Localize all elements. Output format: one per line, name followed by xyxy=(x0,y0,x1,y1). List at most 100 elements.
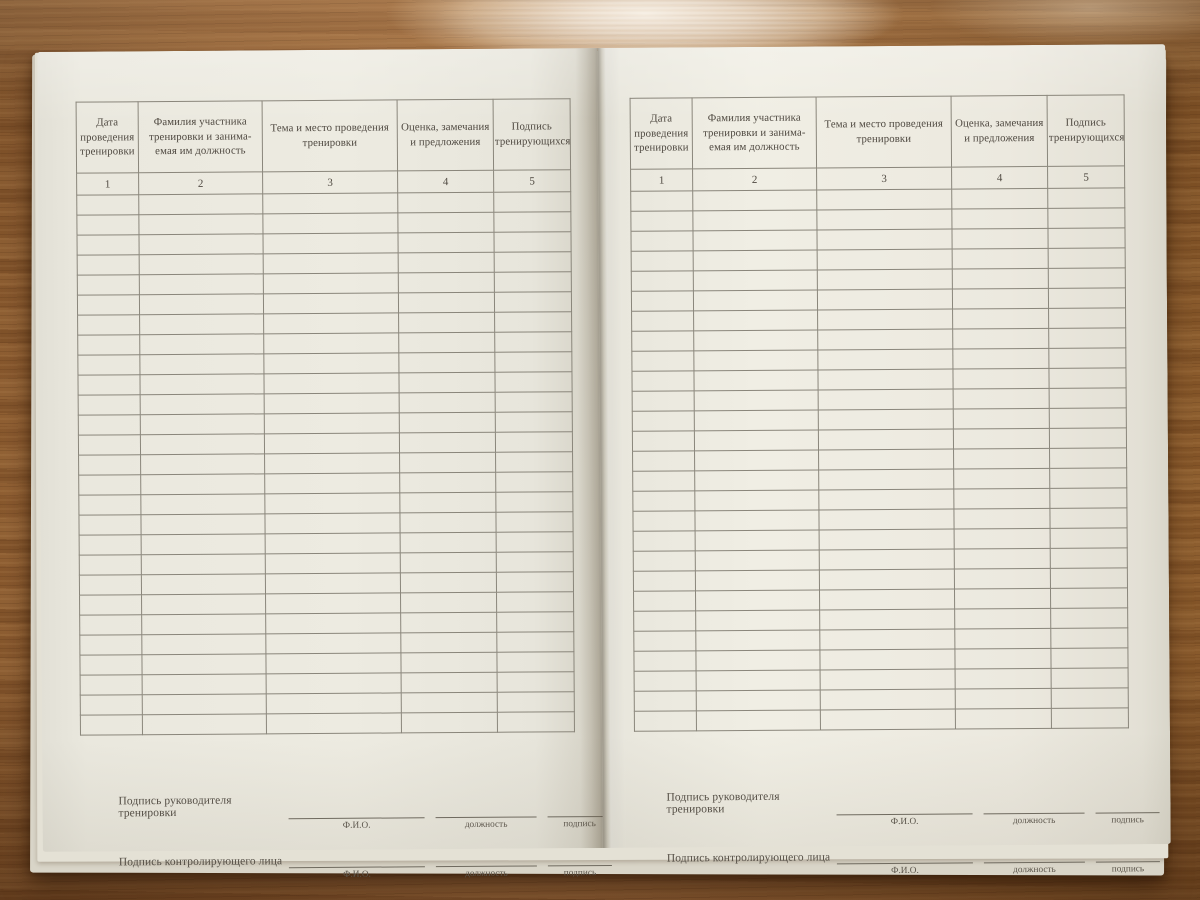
empty-log-cell xyxy=(1049,407,1127,429)
training-log-table-right: Дата проведения тренировки Фамилия участ… xyxy=(630,94,1129,732)
empty-log-cell xyxy=(819,549,955,570)
empty-log-cell xyxy=(952,368,1050,390)
empty-log-cell xyxy=(952,308,1049,330)
empty-log-cell xyxy=(951,228,1049,250)
empty-log-cell xyxy=(141,653,267,675)
empty-log-cell xyxy=(631,350,694,372)
empty-log-cell xyxy=(693,330,818,351)
empty-log-cell xyxy=(632,490,695,512)
empty-log-cell xyxy=(494,251,572,273)
position-field: должность xyxy=(983,799,1085,827)
empty-log-cell xyxy=(1048,287,1126,309)
empty-log-cell xyxy=(77,334,140,356)
empty-log-cell xyxy=(819,649,956,670)
empty-log-cell xyxy=(954,528,1051,550)
empty-log-cell xyxy=(819,529,955,550)
empty-log-cell xyxy=(399,432,496,453)
column-header-date: Дата проведения тренировки xyxy=(76,101,139,174)
empty-log-cell xyxy=(1048,367,1127,389)
empty-log-cell xyxy=(497,711,575,733)
empty-log-cell xyxy=(693,270,818,291)
empty-log-cell xyxy=(264,412,400,434)
empty-log-cell xyxy=(633,590,696,612)
empty-log-cell xyxy=(695,589,820,611)
empty-log-cell xyxy=(630,190,693,212)
empty-log-cell xyxy=(494,371,573,393)
empty-log-cell xyxy=(496,591,574,613)
empty-log-cell xyxy=(263,292,399,314)
empty-log-cell xyxy=(692,210,817,231)
empty-log-cell xyxy=(495,411,573,433)
empty-log-cell xyxy=(139,313,264,335)
empty-log-cell xyxy=(77,234,140,256)
empty-log-cell xyxy=(78,434,141,456)
empty-log-cell xyxy=(263,352,399,374)
column-number: 1 xyxy=(76,172,139,196)
empty-log-cell xyxy=(634,710,697,732)
empty-log-cell xyxy=(692,190,817,211)
trainer-signature-label: Подпись руководителя тренировки xyxy=(118,794,232,820)
empty-log-cell xyxy=(80,694,143,716)
empty-log-cell xyxy=(495,431,573,453)
empty-log-cell xyxy=(952,288,1049,310)
empty-log-cell xyxy=(951,188,1048,210)
empty-log-cell xyxy=(631,250,694,272)
column-number: 1 xyxy=(630,168,693,192)
empty-log-cell xyxy=(955,668,1052,690)
empty-log-cell xyxy=(1051,687,1129,709)
column-number: 3 xyxy=(262,170,398,194)
empty-log-cell xyxy=(694,430,819,451)
empty-log-cell xyxy=(264,432,400,454)
empty-log-cell xyxy=(78,514,142,536)
empty-log-cell xyxy=(696,689,821,711)
empty-log-cell xyxy=(77,354,140,376)
empty-log-cell xyxy=(265,652,402,674)
empty-log-cell xyxy=(494,291,572,313)
signature-blank-line xyxy=(836,849,973,865)
trainer-signature-label: Подпись руководителя тренировки xyxy=(666,790,780,816)
empty-log-cell xyxy=(79,654,143,676)
signature-blank-line xyxy=(983,848,1085,864)
empty-log-cell xyxy=(954,548,1051,570)
empty-log-cell xyxy=(399,452,496,473)
empty-log-cell xyxy=(1050,587,1128,609)
empty-log-cell xyxy=(817,309,953,331)
empty-log-cell xyxy=(633,650,697,672)
empty-log-cell xyxy=(263,312,399,334)
empty-log-cell xyxy=(953,388,1050,410)
position-field-caption: должность xyxy=(1013,864,1056,876)
empty-log-cell xyxy=(954,628,1051,650)
empty-log-cell xyxy=(496,571,574,593)
empty-log-cell xyxy=(1048,327,1126,349)
empty-log-cell xyxy=(397,232,495,253)
empty-log-cell xyxy=(632,510,696,532)
empty-log-cell xyxy=(496,631,574,653)
empty-log-cell xyxy=(494,311,572,333)
empty-log-cell xyxy=(1048,347,1126,369)
empty-log-cell xyxy=(696,709,821,731)
empty-log-cell xyxy=(398,312,495,333)
empty-log-cell xyxy=(139,373,265,395)
empty-log-cell xyxy=(953,508,1051,530)
empty-log-cell xyxy=(401,712,498,733)
trainer-signature-row: Подпись руководителя тренировки Ф.И.О. д… xyxy=(118,792,612,832)
empty-log-cell xyxy=(1047,227,1126,249)
empty-log-cell xyxy=(139,293,264,315)
empty-log-cell xyxy=(630,230,694,252)
empty-log-cell xyxy=(79,614,142,636)
empty-log-cell xyxy=(77,254,140,276)
empty-log-cell xyxy=(633,550,696,572)
empty-log-cell xyxy=(265,612,401,634)
empty-log-cell xyxy=(398,292,495,313)
empty-log-cell xyxy=(631,370,695,392)
column-header-evaluation: Оценка, замечания и предложения xyxy=(397,99,494,171)
empty-log-cell xyxy=(77,374,141,396)
empty-log-cell xyxy=(400,612,497,633)
empty-log-cell xyxy=(493,191,571,213)
empty-log-cell xyxy=(818,509,955,531)
empty-log-cell xyxy=(1047,187,1125,209)
empty-log-cell xyxy=(1049,387,1127,409)
table-header-row: Дата проведения тренировки Фамилия участ… xyxy=(630,94,1125,170)
empty-log-cell xyxy=(695,609,820,631)
empty-log-cell xyxy=(263,272,399,294)
